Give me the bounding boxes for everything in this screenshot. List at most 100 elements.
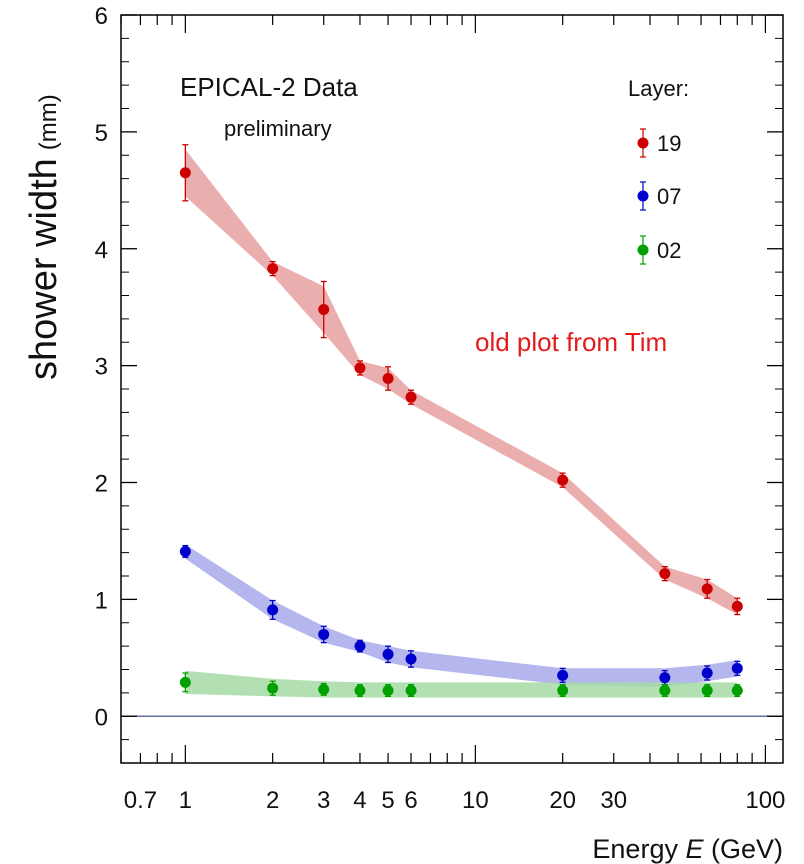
point-layer-07 <box>557 667 569 684</box>
point-layer-19 <box>731 597 743 616</box>
point-layer-02 <box>731 684 743 698</box>
data-point <box>267 682 279 694</box>
data-point <box>318 304 330 316</box>
legend-label: 07 <box>657 184 681 209</box>
point-layer-02 <box>659 684 671 698</box>
data-point <box>405 685 417 697</box>
y-tick-label: 0 <box>95 704 108 731</box>
x-tick-label: 20 <box>549 787 576 814</box>
x-tick-label: 0.7 <box>124 787 157 814</box>
data-point <box>382 648 394 660</box>
x-axis-title-variable: E <box>685 834 704 864</box>
x-tick-label: 1 <box>179 787 192 814</box>
data-point <box>659 672 671 684</box>
x-axis-title: Energy E (GeV) <box>592 834 783 864</box>
y-tick-label: 4 <box>95 237 108 264</box>
data-point <box>701 583 713 595</box>
data-point <box>382 372 394 384</box>
y-tick-label: 5 <box>95 120 108 147</box>
data-point <box>557 669 569 681</box>
point-layer-19 <box>179 144 191 202</box>
point-layer-19 <box>354 360 366 376</box>
point-layer-19 <box>557 472 569 488</box>
data-point <box>179 676 191 688</box>
y-tick-labels: 0 1 2 3 4 5 6 <box>95 3 108 731</box>
data-point <box>354 362 366 374</box>
band-layer-19 <box>185 149 738 615</box>
chart-annotation: old plot from Tim <box>475 327 667 357</box>
axis-ticks <box>120 14 783 764</box>
y-tick-label: 2 <box>95 471 108 498</box>
y-axis-title-unit: (mm) <box>35 94 62 150</box>
legend-title: Layer: <box>628 76 689 101</box>
data-point <box>405 653 417 665</box>
data-point <box>659 685 671 697</box>
data-point <box>267 263 279 275</box>
x-tick-label: 5 <box>381 787 394 814</box>
data-point <box>179 167 191 179</box>
data-point <box>557 685 569 697</box>
point-layer-02 <box>405 684 417 698</box>
x-axis-title-suffix: (GeV) <box>703 834 783 864</box>
point-layer-02 <box>318 682 330 696</box>
data-point <box>405 391 417 403</box>
x-tick-label: 100 <box>745 787 785 814</box>
x-axis-title-prefix: Energy <box>592 834 685 864</box>
data-point <box>267 604 279 616</box>
legend-label: 02 <box>657 238 681 263</box>
data-point <box>318 683 330 695</box>
data-points <box>179 144 743 698</box>
point-layer-07 <box>267 599 279 620</box>
x-tick-labels: 0.7 1 2 3 4 5 6 10 20 30 100 <box>124 787 786 814</box>
data-point <box>731 685 743 697</box>
point-layer-02 <box>382 684 394 698</box>
data-point <box>557 474 569 486</box>
plot-frame <box>120 14 784 764</box>
data-point <box>731 600 743 612</box>
y-axis-title-main: shower width <box>23 158 65 380</box>
point-layer-07 <box>701 665 713 681</box>
x-tick-label: 2 <box>266 787 279 814</box>
chart-subtitle: preliminary <box>224 116 332 141</box>
data-point <box>179 545 191 557</box>
data-point <box>354 640 366 652</box>
legend-marker <box>637 190 649 202</box>
y-tick-label: 6 <box>95 3 108 30</box>
band-layer-07 <box>185 544 738 687</box>
point-layer-02 <box>179 672 191 693</box>
legend: 19 07 02 <box>637 128 681 265</box>
point-layer-07 <box>382 645 394 664</box>
data-point <box>318 628 330 640</box>
data-point <box>701 685 713 697</box>
point-layer-19 <box>405 389 417 405</box>
point-layer-07 <box>405 650 417 668</box>
legend-label: 19 <box>657 131 681 156</box>
y-tick-label: 1 <box>95 587 108 614</box>
x-tick-label: 10 <box>462 787 489 814</box>
data-point <box>659 568 671 580</box>
point-layer-19 <box>267 260 279 277</box>
point-layer-07 <box>354 639 366 653</box>
chart-title: EPICAL-2 Data <box>180 72 358 102</box>
uncertainty-bands <box>185 149 738 698</box>
point-layer-02 <box>267 680 279 696</box>
x-tick-label: 6 <box>404 787 417 814</box>
x-tick-label: 4 <box>353 787 366 814</box>
data-point <box>382 685 394 697</box>
point-layer-07 <box>179 544 191 558</box>
legend-marker <box>637 244 649 256</box>
y-tick-label: 3 <box>95 354 108 381</box>
data-point <box>731 662 743 674</box>
y-axis-title: shower width (mm) <box>23 94 65 380</box>
point-layer-19 <box>318 280 330 339</box>
data-point <box>354 685 366 697</box>
point-layer-02 <box>354 684 366 698</box>
point-layer-02 <box>557 684 569 698</box>
point-layer-19 <box>701 578 713 599</box>
x-tick-label: 3 <box>317 787 330 814</box>
point-layer-02 <box>701 684 713 698</box>
point-layer-07 <box>731 660 743 676</box>
point-layer-19 <box>382 366 394 391</box>
legend-marker <box>637 137 649 149</box>
